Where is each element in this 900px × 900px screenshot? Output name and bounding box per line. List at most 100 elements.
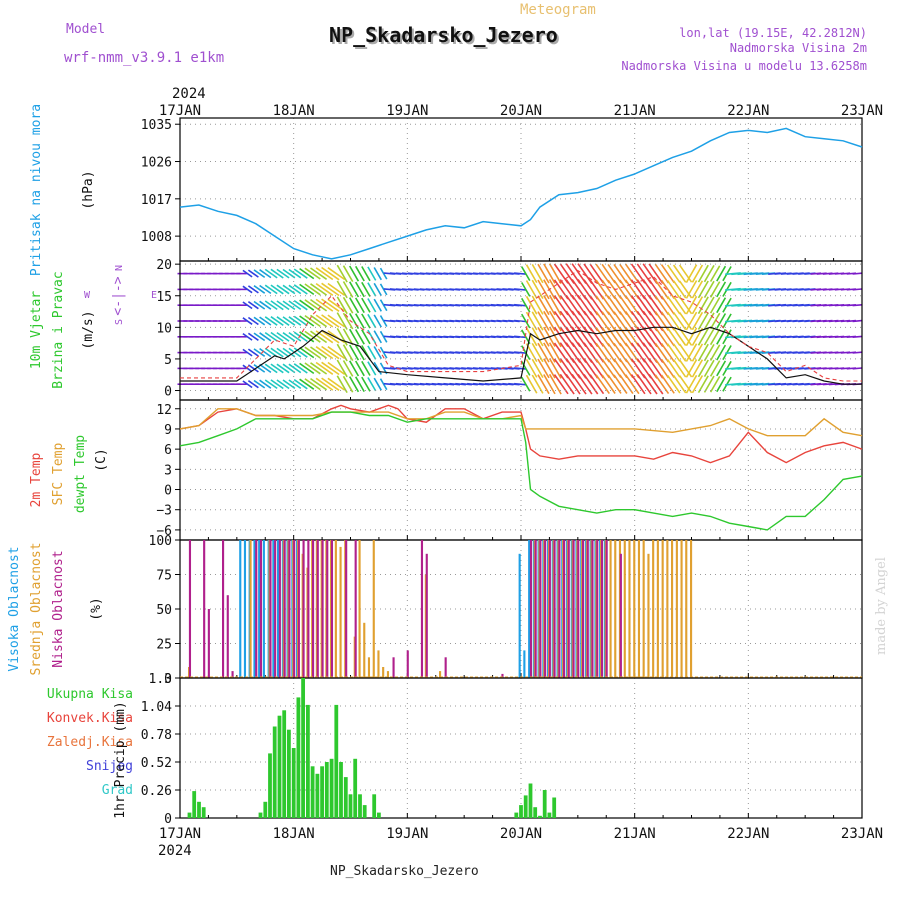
wind-vector [321, 361, 340, 376]
precip-bar [542, 790, 547, 818]
temperature-line [179, 404, 863, 464]
wind-vector [619, 358, 634, 379]
wind-vector [691, 375, 704, 394]
wind-vector [666, 327, 681, 347]
wind-vector [672, 296, 687, 315]
wind-vector [537, 374, 550, 395]
wind-vector [709, 360, 721, 377]
wind-vector [264, 331, 278, 342]
wind-vector [242, 348, 253, 357]
cloud-bar [188, 540, 192, 678]
wind-vector [559, 373, 575, 395]
wind-vector [672, 264, 687, 283]
wind-vector [299, 267, 315, 280]
wind-vector [304, 378, 321, 391]
wind-vector [716, 265, 727, 282]
wind-vector [691, 280, 704, 299]
pressure-ytick-label: 1035 [141, 118, 172, 133]
cloud-bar [372, 540, 375, 678]
wind-vector [288, 300, 302, 311]
wind-vector [514, 335, 526, 339]
wind-vector [342, 344, 354, 362]
wind-vector [595, 295, 610, 316]
wind-vector [342, 360, 354, 377]
cloud-bar [623, 540, 626, 678]
precip-axis-title: 1hr Precip (mm) [113, 701, 128, 818]
wind-vector [852, 351, 862, 354]
wind-vector [624, 279, 640, 300]
wind-vector [537, 311, 550, 331]
wind-vector [253, 300, 266, 310]
wind-vector [253, 316, 266, 326]
precip-bar [315, 773, 320, 818]
wind-vector [852, 319, 862, 323]
wind-vector [367, 361, 377, 376]
wind-vector [601, 311, 616, 331]
precip-bar [547, 812, 552, 818]
cloud-bar [666, 540, 669, 678]
wind-vector [373, 346, 382, 360]
wind-vector [691, 264, 704, 283]
wind-vector [299, 315, 315, 327]
cloud-bar [544, 540, 547, 678]
wind-vector [654, 295, 670, 316]
cloud-bar [582, 540, 585, 678]
wind-vector [315, 282, 334, 296]
wind-vector [276, 268, 290, 279]
wind-vector [349, 376, 360, 393]
wind-ytick-label: 10 [156, 321, 172, 336]
wind-vector [521, 345, 531, 361]
wind-vector [321, 377, 340, 391]
cloud-bar [518, 553, 521, 678]
wind-vector [589, 263, 605, 284]
cloud-bar [226, 595, 229, 678]
cloud-bar [243, 540, 247, 678]
wind-vector [852, 367, 862, 370]
wind-vector [548, 263, 562, 285]
precip-bar [272, 726, 277, 818]
wind-vector [537, 295, 550, 316]
cloud-bar [685, 540, 688, 678]
wind-vector [247, 285, 259, 294]
wind-vector [548, 279, 562, 300]
wind-vector [336, 264, 348, 283]
precipitation-ytick-label: 0 [164, 812, 172, 827]
wind-vector [293, 378, 308, 390]
wind-vector [304, 346, 321, 359]
x-tick-label-bottom: 21JAN [614, 826, 656, 842]
x-tick-label-bottom: 17JAN [159, 826, 201, 842]
wind-vector [601, 327, 616, 347]
wind-vector [531, 279, 544, 299]
wind-vector [548, 310, 562, 332]
precipitation-ytick-label: 0.52 [141, 756, 172, 771]
wind-vector [685, 311, 698, 331]
cloud-bar [259, 540, 263, 678]
cloud-bar [207, 609, 210, 678]
precip-bar [514, 812, 519, 818]
wind-vector [607, 358, 622, 379]
cloud-unit: (%) [89, 597, 104, 620]
cloud-bar [392, 657, 395, 678]
precip-bar [291, 748, 296, 818]
wind-vector [666, 264, 681, 283]
cloud-bar [614, 540, 617, 678]
elevation-label: Nadmorska Visina 2m [730, 41, 867, 55]
wind-vector [716, 344, 727, 361]
cloud-bar [272, 540, 275, 678]
wind-vector [355, 360, 365, 377]
x-tick-label-bottom: 20JAN [500, 826, 542, 842]
wind-vector [589, 295, 605, 316]
precip-bar [258, 812, 263, 818]
wind-vector [716, 313, 727, 329]
wind-panel: 0 5 10 15 20 [156, 258, 863, 401]
wind-vector [716, 281, 727, 298]
wind-speed-line [180, 326, 862, 385]
cloud-bar [302, 540, 305, 678]
cloud-bar [277, 540, 280, 678]
wind-vector [583, 326, 599, 348]
wind-vector [327, 282, 346, 296]
wind-vector [716, 297, 727, 314]
wind-vector [247, 332, 259, 341]
wind-vector [685, 264, 698, 283]
wind-vector [642, 358, 658, 379]
